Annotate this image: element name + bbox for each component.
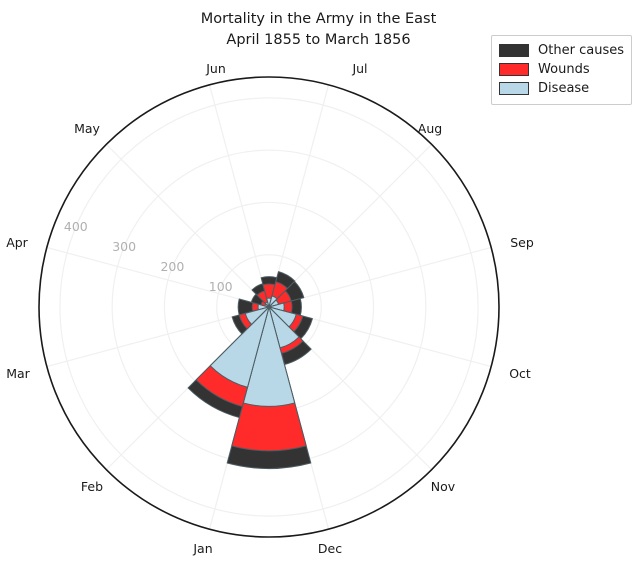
polar-outer-ring [38,76,500,538]
month-tick-labels: Jun Jul Aug Sep Oct Nov Dec Jan Feb Mar Apr May [6,61,534,556]
legend-item-other-causes[interactable]: Other causes [499,41,624,60]
legend-label-disease: Disease [538,81,590,96]
radial-tick-label-200: 200 [160,259,184,274]
month-label-feb: Feb [81,479,103,494]
month-label-sep: Sep [510,235,534,250]
month-label-nov: Nov [431,479,456,494]
month-label-jul: Jul [351,61,367,76]
radial-tick-label-400: 400 [64,219,88,234]
legend-swatch-other-causes [499,44,530,57]
legend-swatch-disease [499,82,530,95]
chart-title: Mortality in the Army in the East April 1… [0,9,637,51]
chart-title-line1: Mortality in the Army in the East [200,11,437,27]
month-label-apr: Apr [6,235,28,250]
chart-title-line2: April 1855 to March 1856 [226,32,411,48]
legend-swatch-wounds [499,63,530,76]
polar-wedges [187,271,313,470]
radial-tick-label-100: 100 [209,279,233,294]
month-label-oct: Oct [509,366,531,381]
month-label-mar: Mar [6,366,30,381]
radial-tick-label-300: 300 [112,239,136,254]
legend-item-wounds[interactable]: Wounds [499,60,624,79]
month-label-jan: Jan [192,541,212,556]
legend-item-disease[interactable]: Disease [499,79,624,98]
legend[interactable]: Other causes Wounds Disease [491,35,632,105]
radial-tick-labels: 100 200 300 400 [64,219,233,294]
legend-label-wounds: Wounds [538,62,590,77]
month-label-aug: Aug [418,121,442,136]
month-label-dec: Dec [318,541,342,556]
month-label-jun: Jun [205,61,226,76]
month-label-may: May [74,121,100,136]
legend-label-other-causes: Other causes [538,43,624,58]
